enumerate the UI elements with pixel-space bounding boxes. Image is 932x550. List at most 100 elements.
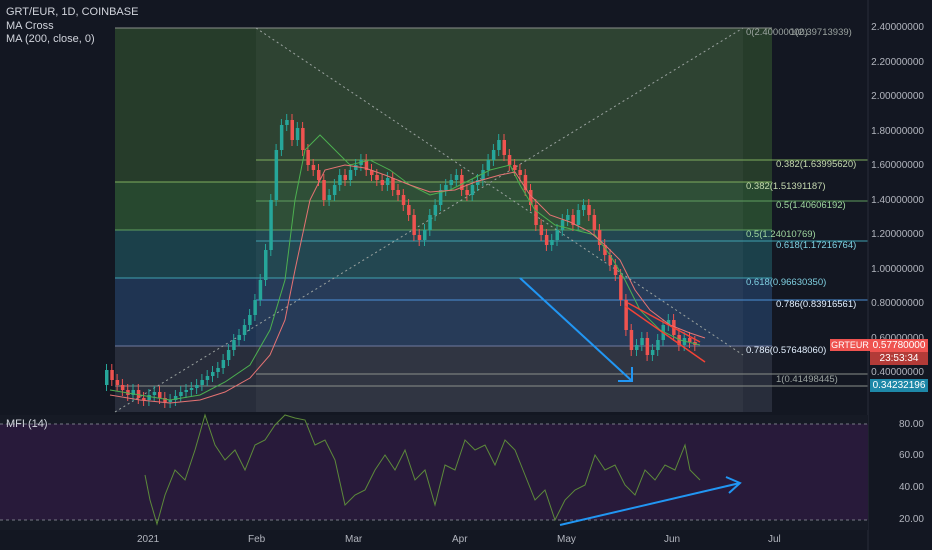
candle-body xyxy=(592,215,597,230)
candle-body xyxy=(597,230,602,245)
fib-label-1-inner: 1(0.41498445) xyxy=(776,374,838,385)
candle-body xyxy=(301,128,305,150)
candle-body xyxy=(211,372,215,376)
ma-cross-legend[interactable]: MA Cross xyxy=(6,20,54,32)
candle-body xyxy=(666,320,671,325)
candle-body xyxy=(507,155,512,165)
price-axis-label: 1.00000000 xyxy=(871,263,924,275)
fib-lines xyxy=(115,27,868,387)
candle-body xyxy=(613,265,618,275)
fib-label-0-outer: 0(2.40000000) xyxy=(746,27,808,38)
time-axis-label: Mar xyxy=(345,534,363,545)
candle-body xyxy=(470,185,475,195)
time-axis-label: 2021 xyxy=(137,534,160,545)
candle-body xyxy=(550,240,554,245)
time-axis-label: May xyxy=(557,534,576,545)
fib-label-0382-inner: 0.382(1.51391187) xyxy=(746,181,826,192)
price-axis-label: 0.80000000 xyxy=(871,298,924,309)
candle-body xyxy=(534,205,538,225)
down-arrow-drawing[interactable] xyxy=(519,277,633,382)
candle-body xyxy=(423,230,427,240)
fib-label-0786-outer: 0.786(0.83916561) xyxy=(776,299,857,310)
candle-body xyxy=(189,388,194,390)
fib-label-1-top: 1(2.39713939) xyxy=(790,27,852,38)
candle-body xyxy=(168,400,173,402)
candle-body xyxy=(375,175,379,180)
candle-body xyxy=(253,300,257,315)
candle-body xyxy=(688,338,692,342)
candle-body xyxy=(179,392,183,396)
candle-body xyxy=(587,205,591,215)
candle-body xyxy=(120,385,125,390)
time-axis-label: Feb xyxy=(248,534,266,545)
candle-body xyxy=(163,398,167,402)
fib-zone-green-outer xyxy=(115,28,772,182)
candle-body xyxy=(438,190,443,205)
candle-body xyxy=(343,175,347,180)
candle-body xyxy=(576,210,581,225)
mfi-legend[interactable]: MFI (14) xyxy=(6,418,48,430)
candle-body xyxy=(412,215,416,235)
mfi-axis-label: 40.00 xyxy=(898,482,924,493)
wedge-upper-line[interactable] xyxy=(627,302,701,343)
price-axis-label: 1.40000000 xyxy=(871,194,924,206)
candle-body xyxy=(407,205,411,215)
countdown-tag: 23:53:34 xyxy=(870,352,928,365)
candle-body xyxy=(370,170,374,175)
candle-body xyxy=(115,380,120,385)
up-arrow-drawing[interactable] xyxy=(559,476,742,526)
fib-zone-green-2 xyxy=(115,182,772,230)
candle-body xyxy=(582,205,586,210)
ma200-legend[interactable]: MA (200, close, 0) xyxy=(6,33,95,45)
candle-body xyxy=(444,185,448,190)
candle-body xyxy=(391,178,395,190)
candle-body xyxy=(264,250,268,280)
candle-body xyxy=(348,170,353,180)
candle-body xyxy=(306,150,310,165)
candle-body xyxy=(380,180,385,185)
candle-body xyxy=(274,150,279,200)
fib-zone-teal xyxy=(115,230,772,278)
price-axis-label: 1.80000000 xyxy=(871,125,924,137)
candle-body xyxy=(131,390,135,395)
candle-body xyxy=(200,380,204,385)
price-axis-label: 1.60000000 xyxy=(871,160,924,171)
candle-body xyxy=(449,180,453,185)
candle-body xyxy=(248,315,252,325)
symbol-legend[interactable]: GRT/EUR, 1D, COINBASE xyxy=(6,6,139,18)
time-axis-label: Apr xyxy=(452,534,468,545)
candle-body xyxy=(279,125,284,150)
candle-body xyxy=(640,338,644,345)
candle-body xyxy=(226,350,231,360)
candle-body xyxy=(465,190,469,195)
candle-body xyxy=(481,170,485,180)
candle-body xyxy=(401,195,406,205)
price-axis-label: 1.20000000 xyxy=(871,229,924,240)
candle-body xyxy=(539,225,544,235)
current-price-tag: 0.57780000 xyxy=(870,339,928,352)
candle-body xyxy=(460,175,464,190)
candle-body xyxy=(205,376,210,380)
candle-body xyxy=(433,205,438,215)
candle-body xyxy=(221,360,226,368)
candle-body xyxy=(529,190,533,205)
candle-body xyxy=(476,180,480,185)
wedge-lower-line[interactable] xyxy=(624,305,706,363)
candle-body xyxy=(295,128,300,140)
mfi-axis-label: 60.00 xyxy=(898,450,924,461)
candle-body xyxy=(110,370,114,380)
mfi-axis-label: 80.00 xyxy=(898,419,924,430)
time-axis-label: Jul xyxy=(768,534,781,545)
symbol-price-tag: GRTEUR xyxy=(830,339,870,351)
candle-body xyxy=(338,175,342,185)
candle-body xyxy=(232,340,236,350)
candle-body xyxy=(491,150,496,160)
candle-body xyxy=(242,325,247,335)
candle-body xyxy=(566,215,570,220)
candle-body xyxy=(158,392,162,398)
candle-body xyxy=(364,160,369,170)
low-price-tag: 0.34232196 xyxy=(870,379,928,392)
candle-body xyxy=(656,340,660,350)
candle-body xyxy=(454,175,459,180)
